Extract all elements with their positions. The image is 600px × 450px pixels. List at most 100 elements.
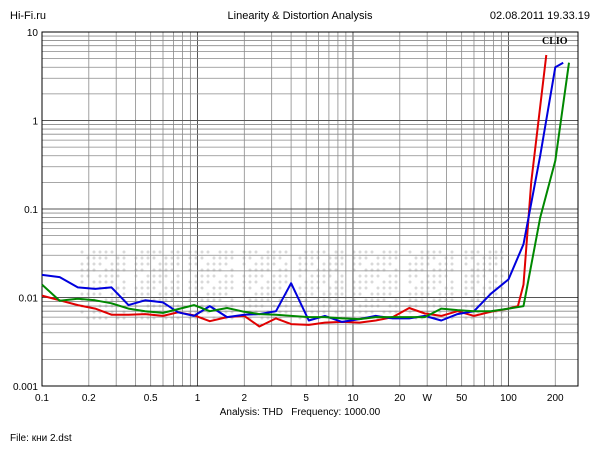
watermark-dot (310, 256, 314, 260)
watermark-dot (432, 286, 436, 290)
watermark-dot (500, 286, 504, 290)
watermark-dot (116, 298, 120, 302)
watermark-dot (376, 286, 380, 290)
watermark-dot (266, 298, 270, 302)
watermark-dot (420, 262, 424, 266)
watermark-dot (260, 286, 264, 290)
watermark-dot (218, 280, 222, 284)
watermark-dot (432, 280, 436, 284)
watermark-dot (438, 292, 442, 296)
watermark-dot (164, 298, 168, 302)
watermark-dot (340, 286, 344, 290)
watermark-dot (488, 250, 492, 254)
watermark-dot (230, 250, 234, 254)
watermark-dot (316, 274, 320, 278)
watermark-dot (382, 286, 386, 290)
watermark-dot (230, 286, 234, 290)
watermark-dot (224, 292, 228, 296)
watermark-dot (80, 292, 84, 296)
watermark-dot (248, 250, 252, 254)
watermark-dot (170, 292, 174, 296)
watermark-dot (444, 256, 448, 260)
watermark-dot (394, 274, 398, 278)
watermark-dot (310, 250, 314, 254)
watermark-dot (194, 274, 198, 278)
watermark-dot (110, 280, 114, 284)
watermark-dot (298, 286, 302, 290)
watermark-block (242, 250, 288, 320)
watermark-dot (470, 256, 474, 260)
watermark-dot (414, 292, 418, 296)
watermark-dot (104, 280, 108, 284)
watermark-dot (248, 298, 252, 302)
watermark-dot (212, 292, 216, 296)
y-tick-label: 0.1 (24, 205, 38, 216)
watermark-dot (146, 286, 150, 290)
watermark-dot (488, 280, 492, 284)
watermark-dot (122, 292, 126, 296)
watermark-dot (494, 256, 498, 260)
watermark-dot (322, 262, 326, 266)
watermark-dot (230, 280, 234, 284)
watermark-dot (464, 286, 468, 290)
watermark-dot (80, 262, 84, 266)
watermark-dot (438, 298, 442, 302)
watermark-dot (152, 286, 156, 290)
watermark-block (298, 250, 344, 320)
watermark-dot (370, 280, 374, 284)
watermark-dot (224, 262, 228, 266)
watermark-dot (92, 256, 96, 260)
watermark-dot (278, 286, 282, 290)
watermark-dot (92, 250, 96, 254)
watermark-dot (298, 262, 302, 266)
watermark-dot (80, 250, 84, 254)
watermark-dot (388, 274, 392, 278)
x-tick-label: 2 (242, 393, 248, 404)
watermark-dot (266, 262, 270, 266)
frequency-value: 1000.00 (344, 407, 381, 418)
watermark-dot (444, 286, 448, 290)
watermark-dot (212, 298, 216, 302)
watermark-dot (464, 292, 468, 296)
watermark-dot (310, 286, 314, 290)
watermark-dot (254, 250, 258, 254)
chart-grid (42, 32, 578, 386)
watermark-dot (170, 286, 174, 290)
watermark-dot (476, 250, 480, 254)
watermark-dot (92, 292, 96, 296)
watermark-dot (80, 280, 84, 284)
watermark-dot (158, 298, 162, 302)
y-tick-label: 10 (27, 28, 39, 39)
watermark-dot (316, 298, 320, 302)
watermark-dot (278, 274, 282, 278)
watermark-dot (370, 292, 374, 296)
watermark-dot (494, 280, 498, 284)
watermark-dot (110, 250, 114, 254)
watermark-dot (140, 256, 144, 260)
watermark-dot (476, 280, 480, 284)
watermark-dot (322, 274, 326, 278)
y-tick-label: 1 (32, 117, 38, 128)
watermark-dot (284, 262, 288, 266)
watermark-block (188, 250, 234, 320)
watermark-dot (170, 256, 174, 260)
watermark-dot (358, 292, 362, 296)
watermark-dot (200, 250, 204, 254)
watermark-dot (146, 262, 150, 266)
watermark-dot (98, 262, 102, 266)
watermark-dot (254, 262, 258, 266)
watermark-dot (140, 262, 144, 266)
watermark-dot (80, 274, 84, 278)
watermark-dot (218, 286, 222, 290)
watermark-dot (200, 274, 204, 278)
watermark-dot (394, 286, 398, 290)
watermark-dot (382, 292, 386, 296)
watermark-dot (116, 286, 120, 290)
series-line-2 (41, 61, 564, 323)
watermark-dot (224, 286, 228, 290)
watermark-dot (438, 250, 442, 254)
watermark-dot (388, 256, 392, 260)
watermark-dot (376, 274, 380, 278)
watermark-dot (158, 250, 162, 254)
watermark-dot (140, 250, 144, 254)
